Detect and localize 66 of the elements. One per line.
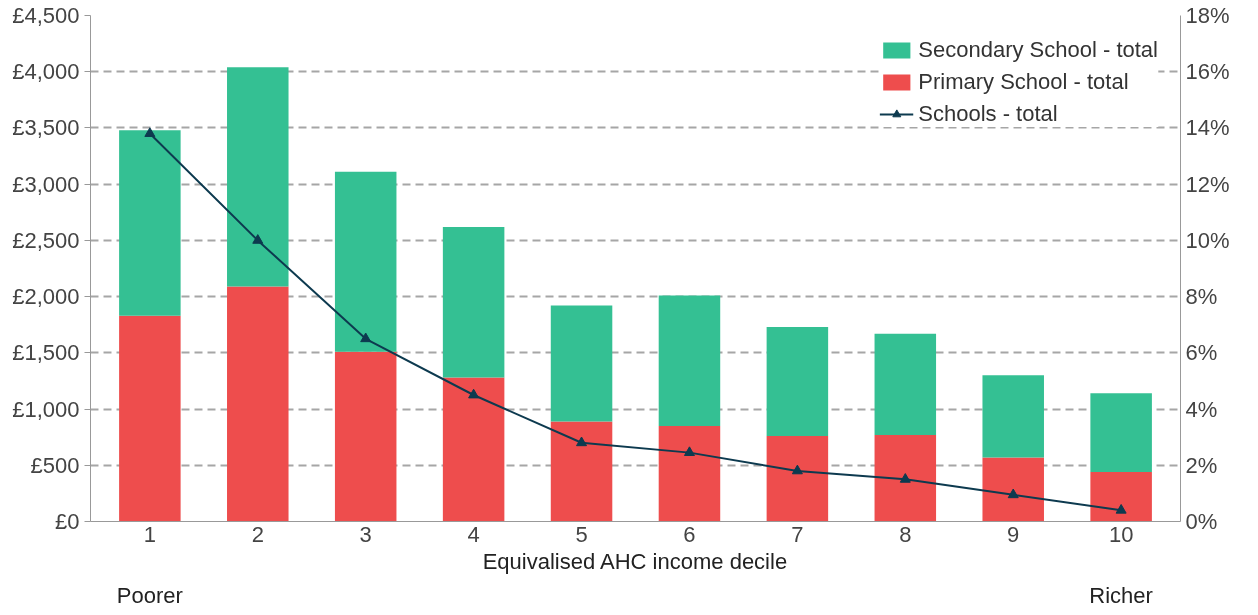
point xyxy=(1007,488,1019,499)
point xyxy=(1115,503,1127,514)
y-tick-label: £500 xyxy=(30,452,80,478)
bar xyxy=(550,305,613,422)
bar xyxy=(874,333,937,435)
bar xyxy=(442,226,505,378)
x-tick-label: 1 xyxy=(143,521,156,547)
bar xyxy=(442,377,505,522)
y2-tick-label: 4% xyxy=(1185,396,1218,422)
bar xyxy=(334,351,397,522)
point xyxy=(791,464,803,475)
legend-label: Primary School - total xyxy=(918,69,1129,95)
y-tick-label: £1,000 xyxy=(12,396,80,422)
legend-label: Secondary School - total xyxy=(918,37,1158,63)
point xyxy=(144,127,156,137)
point xyxy=(899,473,911,483)
x-tick-label: 5 xyxy=(575,521,588,547)
bar xyxy=(874,434,937,522)
y-tick-label: £3,500 xyxy=(12,115,80,141)
bar xyxy=(119,315,181,522)
bar xyxy=(227,286,289,522)
x-tick-label: 3 xyxy=(359,521,372,547)
x-tick-label: 4 xyxy=(467,521,480,547)
y2-tick-label: 10% xyxy=(1185,227,1230,253)
x-tick-label: 9 xyxy=(1007,521,1020,547)
point xyxy=(576,436,588,447)
y2-tick-label: 0% xyxy=(1185,509,1218,534)
y2-tick-label: 14% xyxy=(1185,115,1230,141)
y2-tick-label: 2% xyxy=(1185,452,1218,478)
bar xyxy=(334,171,397,352)
y-tick-label: £4,000 xyxy=(12,59,80,85)
x-tick-label: 8 xyxy=(899,521,912,547)
bar xyxy=(766,326,829,437)
point xyxy=(360,332,372,343)
bar xyxy=(658,425,721,522)
x-tick-label: 10 xyxy=(1108,521,1134,547)
bar xyxy=(227,67,289,287)
y-tick-label: £0 xyxy=(55,509,80,534)
bar xyxy=(658,295,721,426)
y2-tick-label: 18% xyxy=(1185,3,1230,28)
y2-tick-label: 12% xyxy=(1185,171,1230,197)
y2-tick-label: 16% xyxy=(1185,59,1230,85)
bar xyxy=(766,436,829,522)
bar xyxy=(1090,393,1152,473)
bar xyxy=(550,421,613,522)
bar xyxy=(119,130,181,316)
y2-tick-label: 6% xyxy=(1185,340,1218,366)
text: Richer xyxy=(1089,582,1153,608)
x-tick-label: 2 xyxy=(251,521,264,547)
point xyxy=(468,388,480,399)
text: Poorer xyxy=(116,582,183,608)
x-axis-title: Equivalised AHC income decile xyxy=(482,548,788,574)
point xyxy=(683,446,695,457)
y-tick-label: £3,000 xyxy=(12,171,80,197)
legend-label: Schools - total xyxy=(918,101,1058,127)
y-tick-label: £2,000 xyxy=(12,284,80,310)
bar xyxy=(982,375,1044,458)
y-tick-label: £4,500 xyxy=(12,3,80,28)
x-tick-label: 6 xyxy=(683,521,696,547)
y-tick-label: £2,500 xyxy=(12,227,80,253)
point xyxy=(252,234,264,244)
bar xyxy=(982,457,1044,522)
x-tick-label: 7 xyxy=(791,521,804,547)
y-tick-label: £1,500 xyxy=(12,340,80,366)
y2-tick-label: 8% xyxy=(1185,284,1218,310)
bar xyxy=(1090,472,1152,522)
